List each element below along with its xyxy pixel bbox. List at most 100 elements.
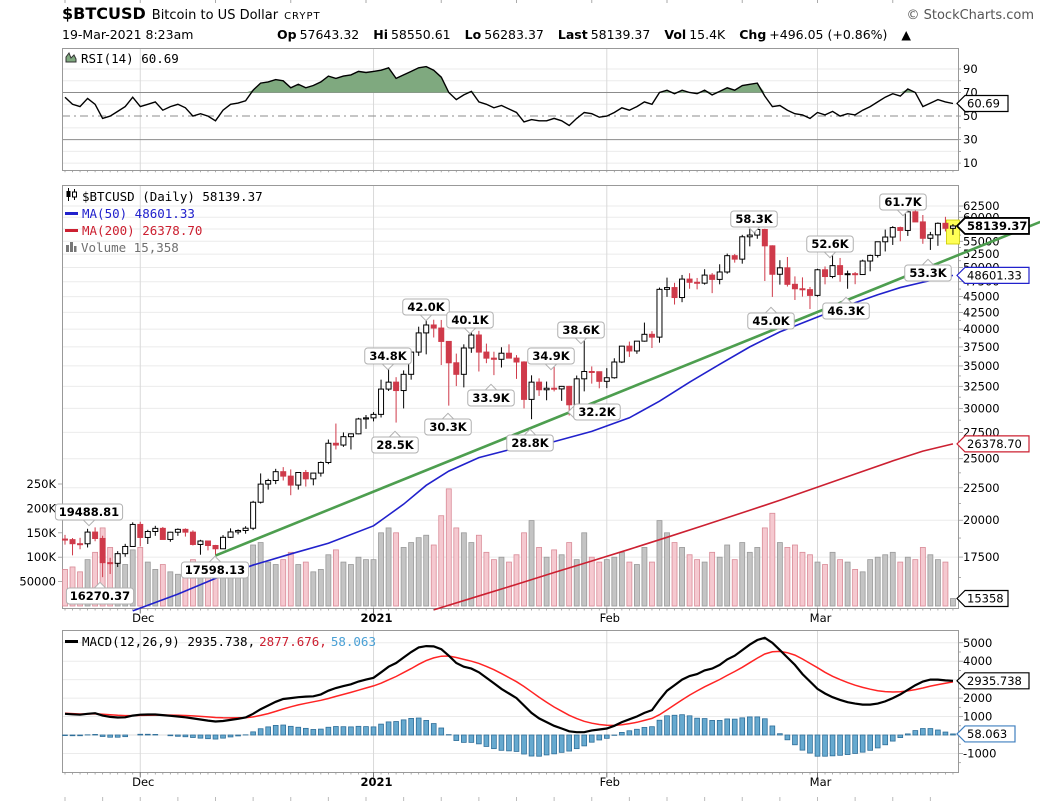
price-flag bbox=[180, 561, 250, 579]
axis-callout bbox=[956, 672, 1030, 690]
svg-text:Dec: Dec bbox=[132, 611, 154, 625]
svg-text:1000: 1000 bbox=[963, 710, 992, 724]
svg-text:250K: 250K bbox=[27, 477, 57, 491]
symbol-description: Bitcoin to US Dollar bbox=[151, 8, 279, 23]
price-flag bbox=[730, 210, 778, 228]
axis-callout bbox=[955, 217, 1030, 235]
price-flag bbox=[904, 264, 952, 282]
svg-text:50: 50 bbox=[963, 109, 978, 123]
price-flag bbox=[822, 302, 870, 320]
volume-bars bbox=[62, 488, 956, 607]
svg-text:Mar: Mar bbox=[810, 611, 832, 625]
svg-text:58139.37: 58139.37 bbox=[967, 219, 1027, 233]
svg-text:61.7K: 61.7K bbox=[884, 195, 922, 209]
svg-text:Mar: Mar bbox=[810, 775, 832, 789]
axis-ticks bbox=[58, 0, 963, 801]
quote-low: Lo 56283.37 bbox=[464, 27, 544, 42]
svg-text:Feb: Feb bbox=[600, 775, 620, 789]
trendline bbox=[215, 220, 1040, 557]
macd-legend-hist: 58.063 bbox=[330, 634, 376, 649]
svg-text:30: 30 bbox=[963, 133, 978, 147]
chart-header: $BTCUSD Bitcoin to US Dollar CRYPT bbox=[62, 4, 321, 23]
svg-text:37500: 37500 bbox=[963, 340, 1000, 354]
ma50-legend-label: MA(50) 48601.33 bbox=[82, 206, 195, 221]
svg-text:2000: 2000 bbox=[963, 691, 992, 705]
svg-text:45.0K: 45.0K bbox=[752, 314, 790, 328]
svg-text:17598.13: 17598.13 bbox=[185, 563, 245, 577]
axis-callout bbox=[956, 435, 1030, 453]
svg-text:33.9K: 33.9K bbox=[472, 391, 510, 405]
svg-text:58.063: 58.063 bbox=[967, 727, 1007, 741]
macd-legend: MACD(12,26,9) 2935.738, 2877.676, 58.063 bbox=[65, 633, 376, 650]
svg-text:52500: 52500 bbox=[963, 247, 1000, 261]
ma200-line-icon bbox=[65, 229, 78, 232]
svg-text:16270.37: 16270.37 bbox=[70, 589, 130, 603]
svg-text:100K: 100K bbox=[27, 550, 57, 564]
svg-text:30000: 30000 bbox=[963, 401, 1000, 415]
price-flag bbox=[467, 389, 515, 407]
svg-text:40.1K: 40.1K bbox=[451, 313, 489, 327]
quote-open: Op 57643.32 bbox=[277, 27, 360, 42]
axis-callouts: 58139.37 48601.33 26378.70 15358 60.69 2935.7… bbox=[955, 94, 1030, 743]
svg-text:200K: 200K bbox=[27, 501, 57, 515]
price-flag bbox=[65, 587, 135, 605]
rsi-area-icon bbox=[65, 50, 77, 67]
svg-text:34.9K: 34.9K bbox=[532, 349, 570, 363]
quote-last: Last 58139.37 bbox=[557, 27, 651, 42]
svg-text:34.8K: 34.8K bbox=[369, 349, 407, 363]
svg-text:40000: 40000 bbox=[963, 322, 1000, 336]
rsi-bands bbox=[62, 92, 958, 141]
svg-text:5000: 5000 bbox=[963, 636, 992, 650]
macd-legend-signal: 2877.676, bbox=[259, 634, 327, 649]
chart-datetime: 19-Mar-2021 8:23am bbox=[62, 27, 194, 42]
ma50-line-icon bbox=[65, 212, 78, 215]
volume-legend-label: Volume 15,358 bbox=[81, 240, 179, 255]
quote-strip: Op 57643.32 Hi 58550.61 Lo 56283.37 Last 581… bbox=[277, 27, 911, 42]
price-flag bbox=[806, 235, 854, 253]
svg-text:52.6K: 52.6K bbox=[811, 237, 849, 251]
svg-text:30.3K: 30.3K bbox=[429, 420, 467, 434]
symbol-title: $BTCUSD bbox=[62, 4, 146, 23]
price-flag bbox=[879, 193, 927, 211]
candles bbox=[62, 209, 956, 578]
price-flag bbox=[424, 418, 472, 436]
price-flag bbox=[371, 436, 419, 454]
svg-text:90: 90 bbox=[963, 62, 978, 76]
axis-callout bbox=[956, 725, 1016, 743]
macd-signal-line bbox=[64, 650, 954, 727]
ma200-legend-label: MA(200) 26378.70 bbox=[82, 223, 203, 238]
svg-text:55000: 55000 bbox=[963, 234, 1000, 248]
svg-text:17500: 17500 bbox=[963, 550, 1000, 564]
volume-bars-icon bbox=[65, 239, 77, 256]
macd-legend-black: MACD(12,26,9) 2935.738, bbox=[82, 634, 256, 649]
svg-text:45000: 45000 bbox=[963, 290, 1000, 304]
price-flag bbox=[557, 321, 605, 339]
svg-text:2935.738: 2935.738 bbox=[967, 674, 1022, 688]
svg-text:28.8K: 28.8K bbox=[511, 436, 549, 450]
svg-text:32500: 32500 bbox=[963, 379, 1000, 393]
ma200-line bbox=[433, 443, 954, 611]
svg-text:28.5K: 28.5K bbox=[376, 438, 414, 452]
svg-text:53.3K: 53.3K bbox=[909, 266, 947, 280]
svg-text:58.3K: 58.3K bbox=[735, 212, 773, 226]
rsi-legend: RSI(14) 60.69 bbox=[65, 50, 179, 67]
svg-text:35000: 35000 bbox=[963, 359, 1000, 373]
quote-volume: Vol 15.4K bbox=[664, 27, 726, 42]
svg-text:22500: 22500 bbox=[963, 481, 1000, 495]
svg-text:25000: 25000 bbox=[963, 452, 1000, 466]
price-flag bbox=[54, 503, 124, 521]
svg-text:32.2K: 32.2K bbox=[578, 405, 616, 419]
price-flag bbox=[573, 403, 621, 421]
svg-text:10: 10 bbox=[963, 156, 978, 170]
axis-callout bbox=[956, 266, 1030, 284]
macd-histogram bbox=[62, 714, 956, 757]
panel-borders bbox=[62, 48, 959, 773]
price-flag bbox=[446, 311, 494, 329]
price-flag bbox=[527, 347, 575, 365]
svg-text:62500: 62500 bbox=[963, 199, 1000, 213]
svg-text:2021: 2021 bbox=[361, 611, 393, 625]
svg-text:15358: 15358 bbox=[967, 592, 1004, 606]
svg-text:60.69: 60.69 bbox=[967, 96, 1000, 110]
svg-text:4000: 4000 bbox=[963, 654, 992, 668]
